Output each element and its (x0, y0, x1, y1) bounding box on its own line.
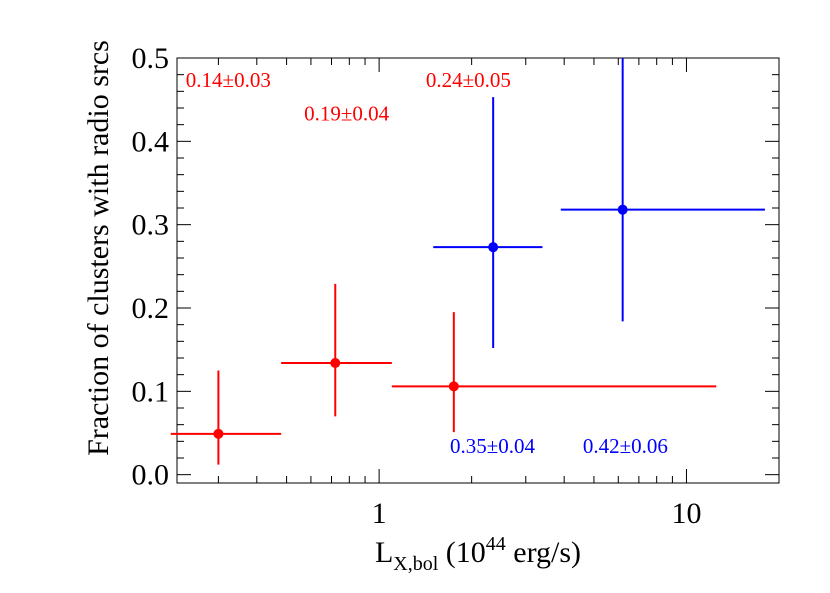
x-tick-label: 1 (372, 497, 387, 530)
y-tick-label: 0.3 (132, 209, 170, 242)
data-series (170, 58, 765, 465)
data-point (488, 242, 499, 253)
data-point (617, 204, 628, 215)
y-tick-label: 0.1 (132, 375, 170, 408)
x-tick-label: 10 (671, 497, 701, 530)
data-point (330, 358, 341, 368)
tick-labels: 1 10 0.0 0.1 0.2 0.3 0.4 0.5 (132, 42, 702, 530)
y-tick-label: 0.2 (132, 292, 170, 325)
y-tick-label: 0.0 (132, 459, 170, 492)
x-axis-label-unit-prefix: (10 (438, 536, 486, 569)
series-1 (433, 58, 765, 348)
data-point (213, 428, 224, 439)
y-axis-label: Fraction of clusters with radio srcs (82, 40, 115, 456)
axis-ticks (177, 57, 779, 483)
annotation-label: 0.14±0.03 (186, 68, 271, 92)
plot-frame (176, 57, 780, 484)
series-0 (170, 283, 717, 465)
annotation-label: 0.24±0.05 (426, 68, 511, 92)
y-tick-label: 0.4 (132, 125, 170, 158)
data-point (448, 381, 459, 392)
y-tick-label: 0.5 (132, 42, 170, 75)
x-axis-label-unit-suffix: erg/s) (506, 536, 581, 569)
annotation-label: 0.19±0.04 (304, 102, 390, 126)
annotations: 0.14±0.03 0.19±0.04 0.24±0.05 0.35±0.04 0.42… (186, 68, 668, 458)
x-axis-label-main: L (375, 536, 393, 569)
x-axis-label: LX,bol (1044 erg/s) (375, 533, 581, 575)
x-axis-label-superscript: 44 (486, 533, 506, 555)
x-axis-label-subscript: X,bol (393, 553, 438, 575)
annotation-label: 0.35±0.04 (450, 434, 536, 458)
annotation-label: 0.42±0.06 (583, 434, 668, 458)
